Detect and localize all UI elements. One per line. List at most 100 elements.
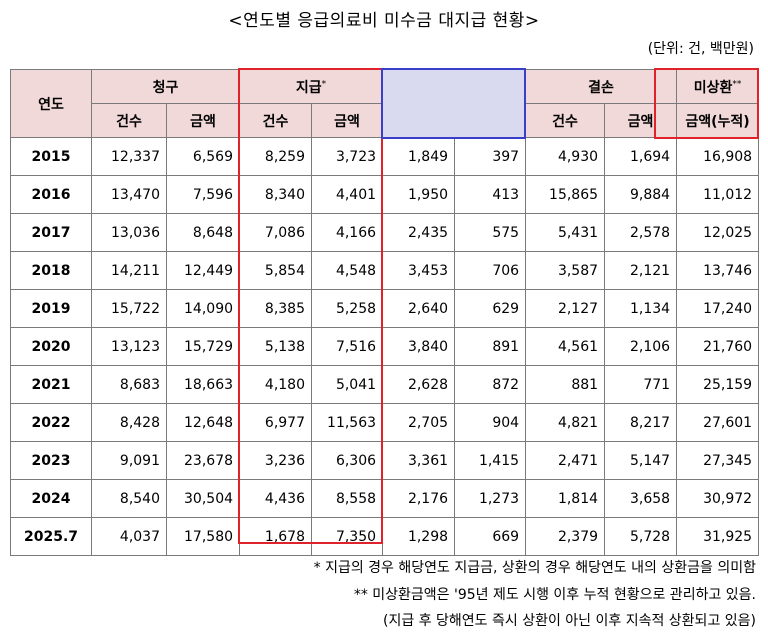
- cell-unpaid-cumulative: 11,012: [676, 175, 760, 214]
- cell-loss-count: 3,587: [525, 251, 606, 290]
- subheader-claim-count: 건수: [91, 103, 167, 138]
- cell-claim-amount: 17,580: [165, 517, 241, 556]
- table-header-row-1: 연도 청구 지급* 상환* 결손 미상환**: [10, 69, 760, 138]
- header-pay: 지급*: [239, 69, 384, 104]
- cell-loss-count: 4,561: [525, 327, 606, 366]
- footnote-1: * 지급의 경우 해당연도 지급금, 상환의 경우 해당연도 내의 상환금을 의…: [313, 560, 756, 576]
- cell-loss-count: 2,127: [525, 289, 606, 328]
- cell-pay-amount: 4,548: [311, 251, 384, 290]
- cell-loss-amount: 1,694: [604, 137, 678, 176]
- table-row: 2015 12,337 6,569 8,259 3,723 1,849 397 4,930 1,…: [10, 137, 760, 176]
- cell-claim-amount: 18,663: [165, 365, 241, 404]
- cell-claim-amount: 30,504: [165, 479, 241, 518]
- table-row: 2018 14,211 12,449 5,854 4,548 3,453 706 3,587 2…: [10, 251, 760, 290]
- subheader-pay-count: 건수: [239, 103, 313, 138]
- cell-pay-count: 7,086: [239, 213, 313, 252]
- cell-claim-amount: 12,449: [165, 251, 241, 290]
- cell-year: 2016: [10, 175, 92, 214]
- cell-loss-amount: 5,147: [604, 441, 678, 480]
- table-row: 2022 8,428 12,648 6,977 11,563 2,705 904 4,821 8…: [10, 403, 760, 442]
- cell-claim-count: 8,428: [91, 403, 167, 442]
- header-repay-mark: *: [464, 78, 470, 89]
- cell-loss-count: 5,431: [525, 213, 606, 252]
- cell-claim-count: 9,091: [91, 441, 167, 480]
- cell-loss-count: 4,930: [525, 137, 606, 176]
- header-repay: 상환*: [382, 69, 527, 104]
- subheader-loss-amount: 금액: [604, 103, 678, 138]
- unit-label: (단위: 건, 백만원): [647, 41, 754, 57]
- header-unpaid-label: 미상환: [693, 79, 733, 96]
- cell-loss-count: 15,865: [525, 175, 606, 214]
- cell-unpaid-cumulative: 30,972: [676, 479, 760, 518]
- cell-year: 2024: [10, 479, 92, 518]
- table-row: 2021 8,683 18,663 4,180 5,041 2,628 872 881 771 2…: [10, 365, 760, 404]
- cell-repay-count: 2,628: [382, 365, 456, 404]
- subheader-unpaid-cumulative: 금액(누적): [676, 103, 760, 138]
- table-row: 2020 13,123 15,729 5,138 7,516 3,840 891 4,561 2…: [10, 327, 760, 366]
- cell-claim-count: 4,037: [91, 517, 167, 556]
- cell-pay-count: 5,854: [239, 251, 313, 290]
- cell-loss-count: 2,471: [525, 441, 606, 480]
- cell-repay-count: 3,453: [382, 251, 456, 290]
- header-unpaid-mark: **: [732, 78, 742, 89]
- cell-repay-count: 2,435: [382, 213, 456, 252]
- header-loss: 결손: [525, 69, 678, 104]
- cell-pay-amount: 7,350: [311, 517, 384, 556]
- cell-claim-count: 14,211: [91, 251, 167, 290]
- cell-year: 2015: [10, 137, 92, 176]
- cell-loss-amount: 771: [604, 365, 678, 404]
- cell-repay-count: 3,361: [382, 441, 456, 480]
- cell-pay-amount: 6,306: [311, 441, 384, 480]
- cell-loss-count: 881: [525, 365, 606, 404]
- cell-loss-amount: 1,134: [604, 289, 678, 328]
- cell-year: 2023: [10, 441, 92, 480]
- cell-year: 2025.7: [10, 517, 92, 556]
- cell-repay-amount: 397: [454, 137, 527, 176]
- cell-repay-amount: 629: [454, 289, 527, 328]
- cell-repay-amount: 669: [454, 517, 527, 556]
- cell-pay-count: 5,138: [239, 327, 313, 366]
- cell-pay-count: 4,436: [239, 479, 313, 518]
- footnote-2: ** 미상환금액은 '95년 제도 시행 이후 누적 현황으로 관리하고 있음.: [353, 587, 756, 603]
- cell-pay-amount: 8,558: [311, 479, 384, 518]
- cell-claim-amount: 6,569: [165, 137, 241, 176]
- cell-claim-count: 13,470: [91, 175, 167, 214]
- cell-loss-amount: 2,106: [604, 327, 678, 366]
- cell-loss-amount: 8,217: [604, 403, 678, 442]
- cell-year: 2018: [10, 251, 92, 290]
- cell-pay-count: 4,180: [239, 365, 313, 404]
- cell-pay-amount: 7,516: [311, 327, 384, 366]
- table-row: 2016 13,470 7,596 8,340 4,401 1,950 413 15,865 9…: [10, 175, 760, 214]
- cell-loss-amount: 2,121: [604, 251, 678, 290]
- cell-loss-amount: 5,728: [604, 517, 678, 556]
- cell-pay-amount: 5,041: [311, 365, 384, 404]
- cell-claim-amount: 8,648: [165, 213, 241, 252]
- cell-claim-count: 12,337: [91, 137, 167, 176]
- cell-repay-count: 2,640: [382, 289, 456, 328]
- cell-repay-amount: 904: [454, 403, 527, 442]
- cell-claim-count: 13,036: [91, 213, 167, 252]
- cell-claim-amount: 23,678: [165, 441, 241, 480]
- cell-claim-amount: 12,648: [165, 403, 241, 442]
- subheader-repay-count: 건수: [382, 103, 456, 138]
- cell-repay-amount: 706: [454, 251, 527, 290]
- cell-unpaid-cumulative: 12,025: [676, 213, 760, 252]
- table-row: 2023 9,091 23,678 3,236 6,306 3,361 1,415 2,471…: [10, 441, 760, 480]
- cell-repay-count: 2,705: [382, 403, 456, 442]
- header-claim: 청구: [90, 69, 241, 104]
- table-row: 2017 13,036 8,648 7,086 4,166 2,435 575 5,431 2,…: [10, 213, 760, 252]
- cell-claim-count: 13,123: [91, 327, 167, 366]
- header-unpaid: 미상환**: [676, 69, 760, 104]
- cell-repay-amount: 413: [454, 175, 527, 214]
- cell-repay-count: 1,849: [382, 137, 456, 176]
- cell-loss-count: 2,379: [525, 517, 606, 556]
- cell-pay-amount: 4,166: [311, 213, 384, 252]
- header-pay-mark: *: [321, 78, 327, 89]
- cell-repay-amount: 575: [454, 213, 527, 252]
- header-pay-label: 지급: [295, 79, 322, 96]
- cell-claim-amount: 14,090: [165, 289, 241, 328]
- cell-year: 2020: [10, 327, 92, 366]
- cell-unpaid-cumulative: 17,240: [676, 289, 760, 328]
- cell-pay-count: 1,678: [239, 517, 313, 556]
- cell-pay-amount: 11,563: [311, 403, 384, 442]
